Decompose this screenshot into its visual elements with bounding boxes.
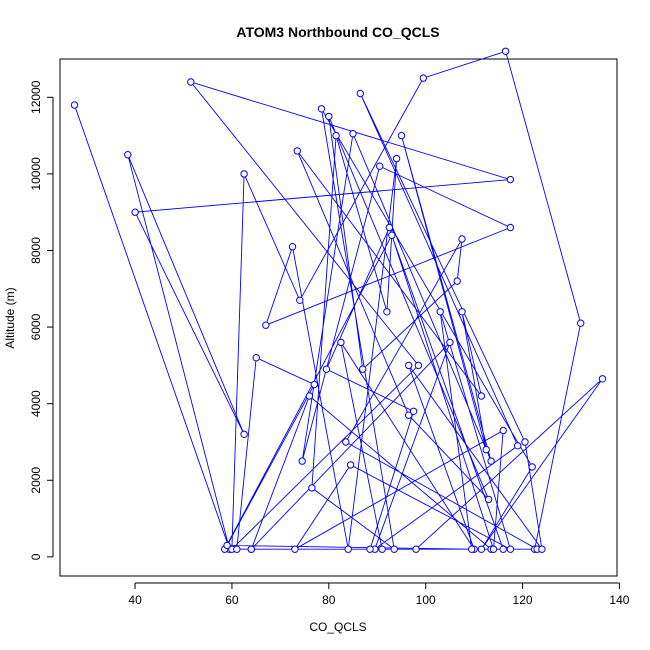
x-tick-label: 80 <box>322 593 336 607</box>
data-point <box>305 392 314 400</box>
data-point <box>349 130 357 138</box>
x-tick-label: 40 <box>128 593 142 607</box>
data-point <box>514 442 522 450</box>
data-point <box>240 170 248 178</box>
data-point <box>383 308 391 316</box>
data-point <box>482 445 490 454</box>
data-point <box>446 338 454 347</box>
data-point <box>521 438 529 446</box>
data-point <box>528 463 536 471</box>
data-point <box>477 545 486 553</box>
data-point <box>337 338 345 347</box>
y-tick-label: 8000 <box>29 237 43 264</box>
data-point <box>131 208 139 216</box>
data-point <box>414 361 423 370</box>
x-tick-label: 100 <box>416 593 436 607</box>
data-point <box>388 231 396 239</box>
data-point <box>392 154 401 163</box>
y-tick-label: 6000 <box>29 313 43 340</box>
data-point <box>310 380 318 389</box>
data-point <box>378 545 386 553</box>
data-point <box>412 545 420 553</box>
data-point <box>489 545 498 553</box>
data-point <box>240 430 248 438</box>
x-axis-label: CO_QCLS <box>309 620 366 634</box>
data-point <box>291 545 299 553</box>
data-point <box>458 308 466 316</box>
data-point <box>124 151 132 159</box>
data-point <box>308 484 316 492</box>
data-point <box>468 545 476 553</box>
data-point <box>296 296 304 304</box>
data-point <box>577 319 585 327</box>
series-line <box>74 50 603 551</box>
x-axis: 40 60 80 100 120 140 <box>128 582 630 607</box>
data-point <box>344 545 352 553</box>
data-point <box>252 354 260 362</box>
y-tick-label: 10000 <box>29 157 43 191</box>
data-point <box>390 545 398 553</box>
y-tick-label: 12000 <box>29 80 43 114</box>
data-point <box>458 235 466 243</box>
data-point <box>366 545 374 553</box>
data-point <box>506 223 515 232</box>
y-axis: 0 2000 4000 6000 8000 10000 12000 <box>29 80 54 560</box>
data-point <box>506 175 515 184</box>
data-point <box>262 321 270 329</box>
y-tick-label: 4000 <box>29 390 43 417</box>
y-tick-label: 0 <box>29 553 43 560</box>
data-point <box>487 457 495 465</box>
data-point <box>293 147 301 155</box>
data-point <box>356 89 364 98</box>
data-point <box>223 541 231 550</box>
data-point <box>247 545 256 553</box>
data-point <box>484 495 493 504</box>
y-tick-label: 2000 <box>29 467 43 494</box>
data-point <box>70 101 79 109</box>
data-point <box>409 407 418 415</box>
data-point <box>332 131 340 140</box>
data-point <box>322 365 331 373</box>
data-point <box>325 112 333 121</box>
x-tick-label: 140 <box>609 593 629 607</box>
data-point <box>499 426 507 435</box>
data-point <box>288 243 297 251</box>
data-point <box>397 131 406 140</box>
data-point <box>436 308 444 316</box>
data-point <box>506 545 515 553</box>
data-point <box>499 545 507 553</box>
plot-frame <box>59 58 618 577</box>
y-axis-label: Altitude (m) <box>3 287 17 348</box>
data-point <box>346 461 355 469</box>
data-layer <box>70 47 607 553</box>
data-point <box>477 392 486 400</box>
x-tick-label: 120 <box>513 593 533 607</box>
data-point <box>342 438 350 446</box>
data-point <box>233 545 241 553</box>
data-point <box>538 545 546 553</box>
data-point <box>453 277 461 285</box>
data-point <box>187 78 195 86</box>
data-point <box>419 74 427 82</box>
data-point <box>598 375 607 383</box>
chart-title: ATOM3 Northbound CO_QCLS <box>236 24 439 40</box>
data-point <box>359 365 367 373</box>
data-point <box>501 47 510 55</box>
data-point <box>405 411 413 419</box>
x-tick-label: 60 <box>225 593 239 607</box>
data-point <box>298 457 306 465</box>
data-point <box>376 162 384 170</box>
data-point <box>317 105 326 113</box>
data-point <box>405 361 413 370</box>
data-point <box>385 223 394 232</box>
